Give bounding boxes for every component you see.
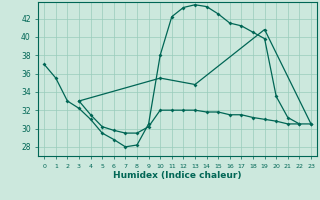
X-axis label: Humidex (Indice chaleur): Humidex (Indice chaleur)	[113, 171, 242, 180]
